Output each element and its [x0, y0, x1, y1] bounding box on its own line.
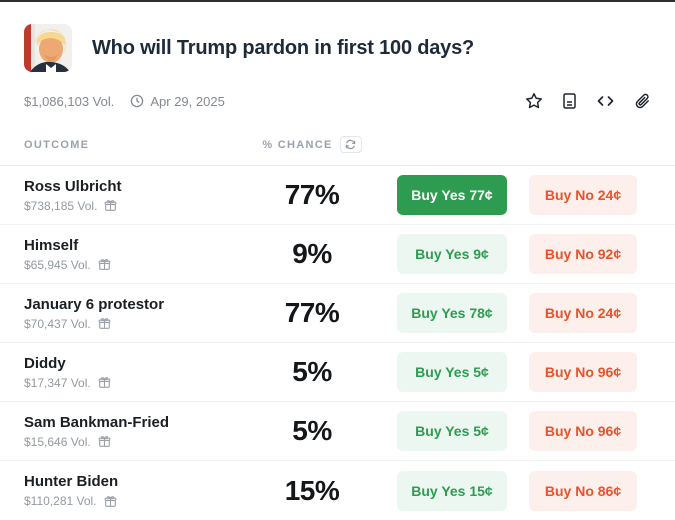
buy-no-button[interactable]: Buy No 24¢ — [529, 293, 637, 333]
copy-link-button[interactable] — [633, 92, 651, 110]
buy-no-button[interactable]: Buy No 96¢ — [529, 411, 637, 451]
outcome-row: January 6 protestor $70,437 Vol. 77% Buy… — [0, 284, 675, 343]
buy-yes-button[interactable]: Buy Yes 9¢ — [397, 234, 507, 274]
chance-value: 77% — [284, 297, 340, 328]
outcome-row: Hunter Biden $110,281 Vol. 15% Buy Yes 1… — [0, 461, 675, 520]
trade-buttons: Buy Yes 78¢ Buy No 24¢ — [397, 293, 637, 333]
volume-label: $1,086,103 Vol. — [24, 93, 115, 109]
outcome-rows: Ross Ulbricht $738,185 Vol. 77% Buy Yes … — [0, 166, 675, 520]
outcome-volume-label: $17,347 Vol. — [24, 375, 91, 390]
star-button[interactable] — [525, 92, 543, 110]
rewards-gift-icon[interactable] — [98, 435, 111, 448]
rewards-gift-icon[interactable] — [98, 258, 111, 271]
outcome-volume: $110,281 Vol. — [24, 494, 227, 508]
buy-no-button[interactable]: Buy No 86¢ — [529, 470, 637, 511]
document-icon — [563, 93, 576, 109]
outcome-row: Ross Ulbricht $738,185 Vol. 77% Buy Yes … — [0, 166, 675, 225]
rewards-gift-icon[interactable] — [98, 376, 111, 389]
outcome-volume: $70,437 Vol. — [24, 317, 227, 331]
outcome-volume-label: $65,945 Vol. — [24, 257, 91, 272]
outcome-name: Hunter Biden — [24, 473, 119, 490]
outcome-cell: Sam Bankman-Fried $15,646 Vol. — [24, 414, 227, 449]
outcome-name: January 6 protestor — [24, 295, 165, 313]
outcome-name: Diddy — [24, 354, 66, 372]
chance-column-header: % CHANCE — [262, 136, 362, 153]
embed-button[interactable] — [596, 93, 615, 109]
buy-no-button[interactable]: Buy No 92¢ — [529, 234, 637, 274]
outcome-cell: Hunter Biden $110,281 Vol. — [24, 473, 227, 508]
outcome-volume-label: $15,646 Vol. — [24, 434, 91, 449]
table-header: OUTCOME % CHANCE — [0, 136, 675, 166]
outcome-row: Sam Bankman-Fried $15,646 Vol. 5% Buy Ye… — [0, 402, 675, 461]
outcome-cell: Ross Ulbricht $738,185 Vol. — [24, 178, 227, 213]
rewards-gift-icon[interactable] — [104, 199, 117, 212]
outcome-volume-label: $70,437 Vol. — [24, 316, 91, 331]
rules-button[interactable] — [561, 92, 578, 110]
outcome-row: Diddy $17,347 Vol. 5% Buy Yes 5¢ Buy No … — [0, 343, 675, 402]
outcome-name: Himself — [24, 236, 79, 254]
outcomes-table: OUTCOME % CHANCE Ross Ulbricht $738,185 … — [0, 136, 675, 520]
clock-icon — [131, 94, 144, 108]
chance-value: 15% — [284, 474, 340, 506]
refresh-button[interactable] — [339, 136, 362, 153]
chance-value: 9% — [292, 238, 332, 269]
buy-no-button[interactable]: Buy No 96¢ — [529, 352, 637, 392]
refresh-icon — [345, 139, 356, 150]
outcome-volume: $65,945 Vol. — [24, 258, 227, 272]
market-toolbar — [525, 92, 651, 110]
chance-value: 5% — [292, 415, 332, 446]
outcome-column-header: OUTCOME — [24, 138, 90, 151]
embed-code-icon — [597, 96, 614, 106]
end-date: Apr 29, 2025 — [130, 93, 225, 109]
buy-yes-button[interactable]: Buy Yes 78¢ — [397, 293, 507, 333]
trade-buttons: Buy Yes 5¢ Buy No 96¢ — [397, 352, 637, 392]
outcome-volume: $15,646 Vol. — [24, 435, 227, 449]
outcome-volume: $17,347 Vol. — [24, 376, 227, 390]
trade-buttons: Buy Yes 15¢ Buy No 86¢ — [397, 470, 637, 511]
buy-no-button[interactable]: Buy No 24¢ — [529, 175, 637, 215]
outcome-row: Himself $65,945 Vol. 9% Buy Yes 9¢ Buy N… — [0, 225, 675, 284]
star-icon — [526, 93, 542, 109]
buy-yes-button[interactable]: Buy Yes 5¢ — [397, 411, 507, 451]
meta-row: $1,086,103 Vol. Apr 29, 2025 — [0, 72, 675, 110]
market-meta: $1,086,103 Vol. Apr 29, 2025 — [24, 94, 225, 109]
buy-yes-button[interactable]: Buy Yes 5¢ — [397, 352, 507, 392]
market-header: Who will Trump pardon in first 100 days? — [0, 2, 675, 72]
buy-yes-button[interactable]: Buy Yes 77¢ — [397, 175, 507, 215]
outcome-name: Sam Bankman-Fried — [24, 413, 170, 431]
outcome-volume-label: $738,185 Vol. — [24, 198, 98, 213]
page-title: Who will Trump pardon in first 100 days? — [92, 36, 475, 59]
trump-portrait-image — [24, 24, 72, 72]
outcome-name: Ross Ulbricht — [24, 177, 122, 195]
rewards-gift-icon[interactable] — [104, 495, 117, 508]
trade-buttons: Buy Yes 9¢ Buy No 92¢ — [397, 234, 637, 274]
trade-buttons: Buy Yes 5¢ Buy No 96¢ — [397, 411, 637, 451]
outcome-cell: Himself $65,945 Vol. — [24, 237, 227, 272]
chance-value: 77% — [284, 179, 340, 210]
market-avatar — [24, 24, 72, 72]
trade-buttons: Buy Yes 77¢ Buy No 24¢ — [397, 175, 637, 215]
outcome-volume: $738,185 Vol. — [24, 199, 227, 213]
outcome-volume-label: $110,281 Vol. — [24, 494, 97, 508]
outcome-cell: January 6 protestor $70,437 Vol. — [24, 296, 227, 331]
rewards-gift-icon[interactable] — [98, 317, 111, 330]
link-icon — [635, 93, 649, 109]
end-date-label: Apr 29, 2025 — [150, 93, 225, 109]
chance-value: 5% — [292, 356, 332, 387]
buy-yes-button[interactable]: Buy Yes 15¢ — [397, 470, 507, 511]
outcome-cell: Diddy $17,347 Vol. — [24, 355, 227, 390]
